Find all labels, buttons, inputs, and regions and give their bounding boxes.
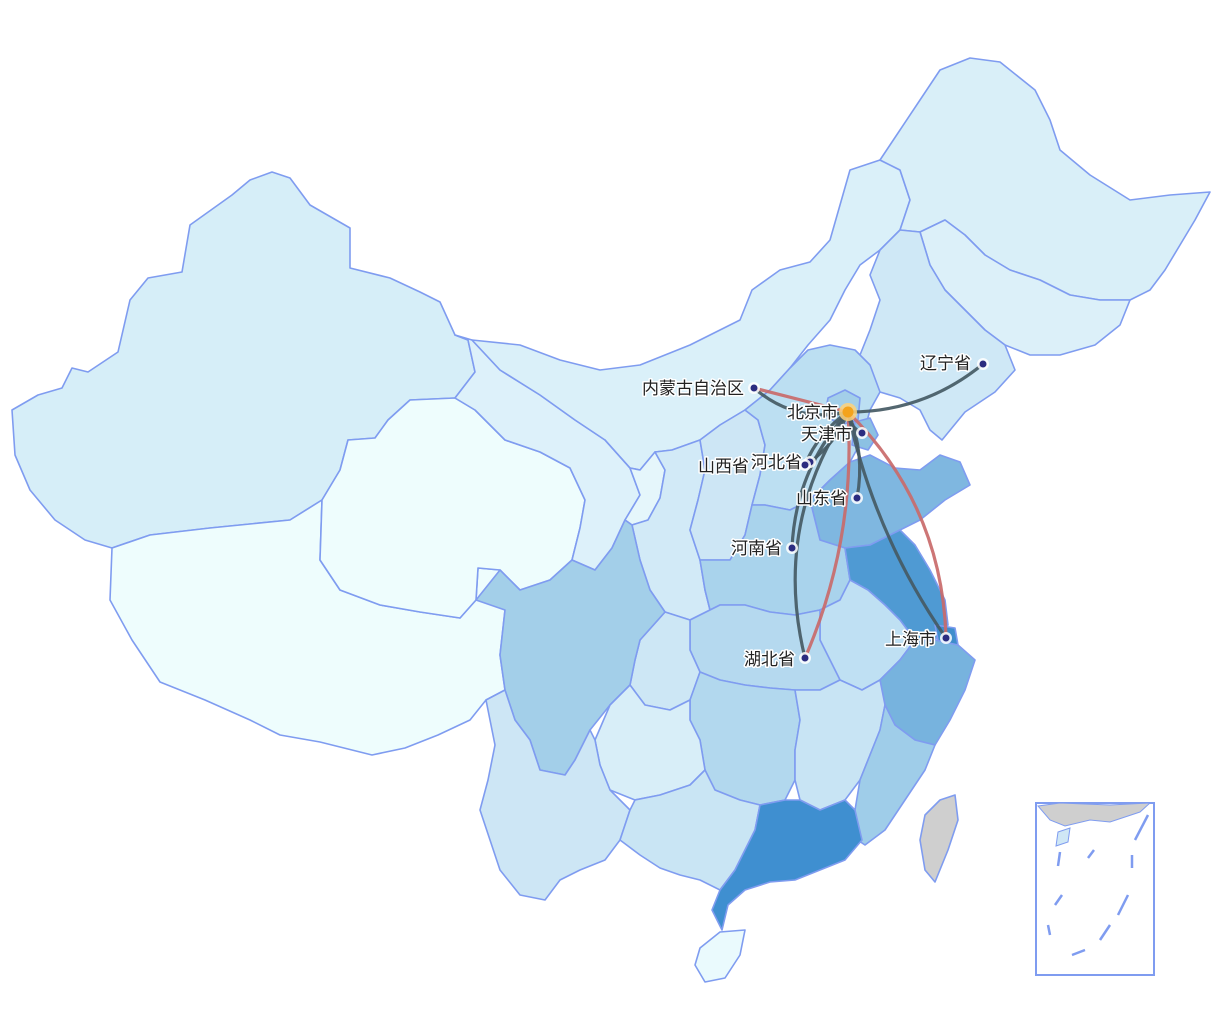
region-guangdong[interactable]: [711, 799, 863, 931]
city-label: 内蒙古自治区: [642, 379, 744, 399]
flow-line-11: [846, 410, 948, 640]
region-taiwan[interactable]: [919, 794, 959, 883]
south-china-sea-inset: [1035, 802, 1155, 976]
city-label: 上海市: [885, 630, 936, 650]
flow-line-10: [846, 410, 948, 640]
city-marker[interactable]: [853, 494, 861, 502]
province-layer: [11, 57, 1211, 983]
city-label: 山西省: [698, 457, 749, 477]
origin-marker[interactable]: [842, 406, 854, 418]
flow-line-2: [846, 362, 985, 414]
region-hainan[interactable]: [694, 929, 746, 983]
city-label: 湖北省: [744, 650, 795, 670]
city-label: 天津市: [801, 425, 852, 445]
flow-line-0: [752, 386, 850, 417]
flow-line-7: [790, 410, 850, 550]
flow-line-9: [803, 410, 851, 660]
region-hebei[interactable]: [744, 344, 881, 511]
city-label: 河北省: [751, 453, 802, 473]
flow-line-1: [752, 386, 850, 414]
city-marker[interactable]: [801, 461, 809, 469]
city-marker[interactable]: [801, 654, 809, 662]
city-label: 北京市: [787, 403, 838, 423]
city-marker[interactable]: [750, 384, 758, 392]
city-marker[interactable]: [858, 429, 866, 437]
city-marker[interactable]: [788, 544, 796, 552]
region-liaoning[interactable]: [859, 229, 1016, 441]
flow-line-8: [793, 410, 850, 660]
city-marker[interactable]: [942, 634, 950, 642]
city-label: 河南省: [731, 539, 782, 559]
city-label: 山东省: [796, 489, 847, 509]
city-label: 辽宁省: [920, 354, 971, 374]
city-marker[interactable]: [979, 360, 987, 368]
